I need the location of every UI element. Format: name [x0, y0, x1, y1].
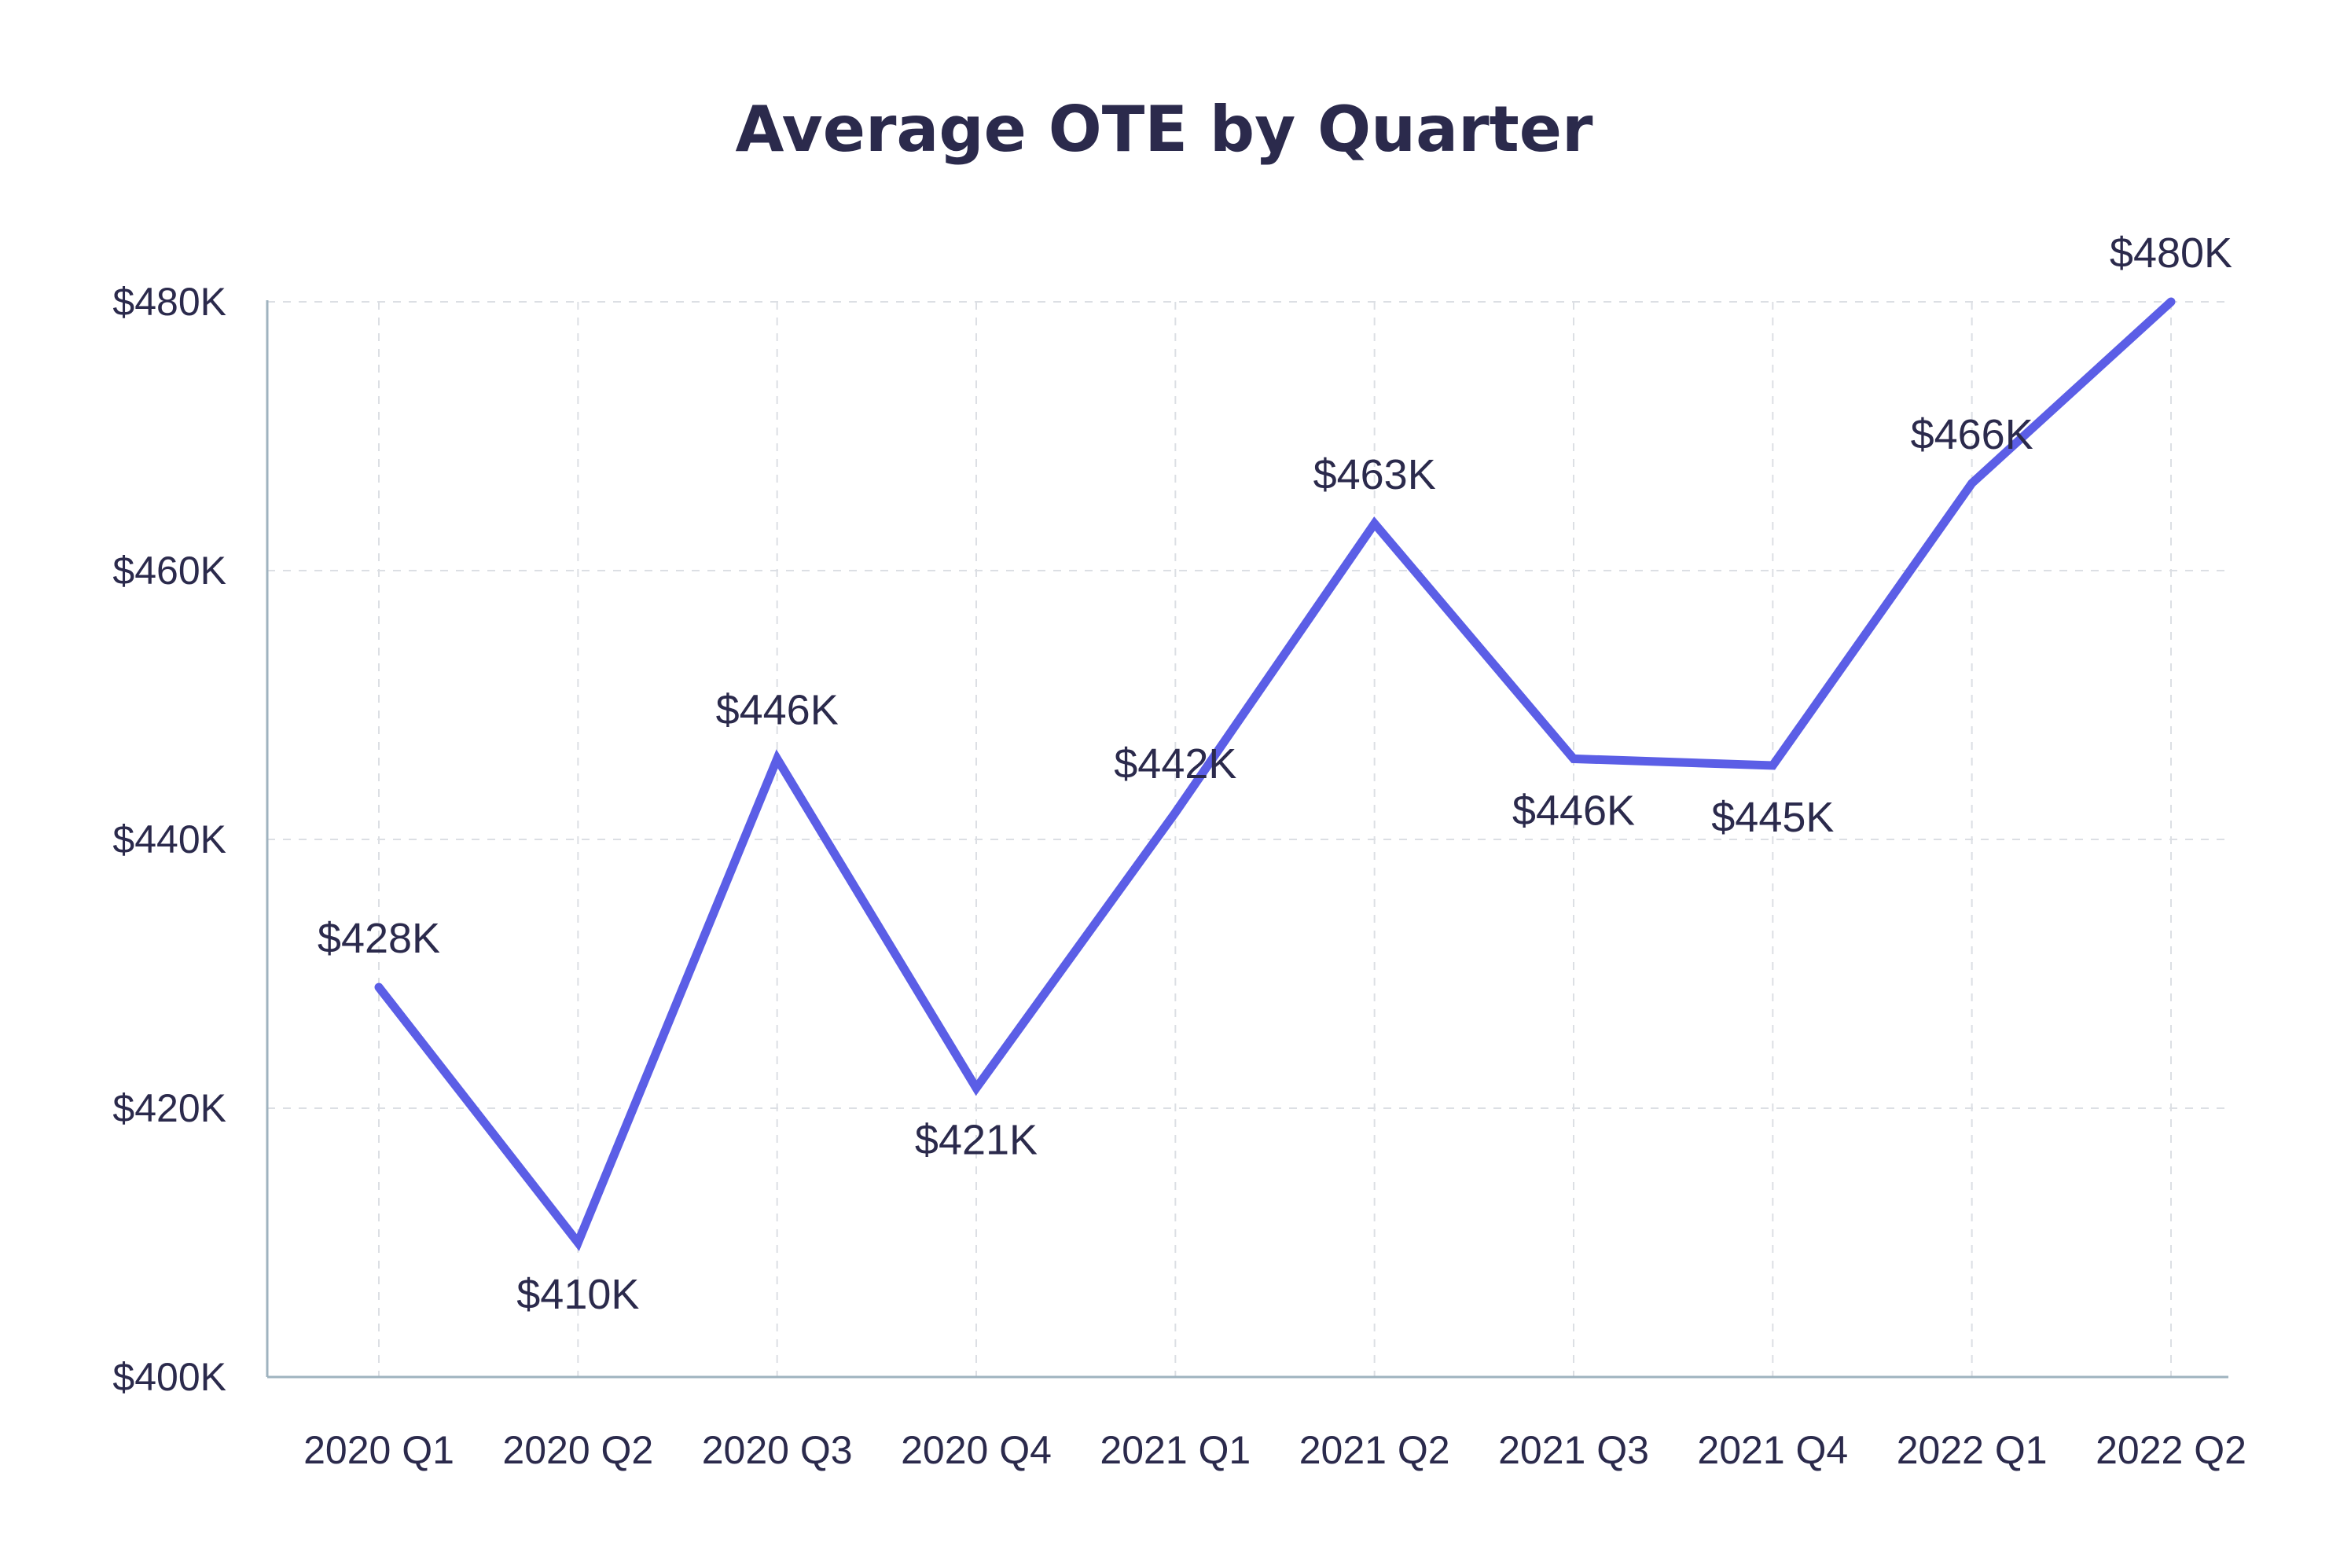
- x-tick-label: 2022 Q2: [2096, 1428, 2246, 1472]
- series-line: [374, 297, 2176, 1251]
- x-tick-labels: 2020 Q1 2020 Q2 2020 Q3 2020 Q4 2021 Q1 2021 …: [303, 1428, 2246, 1472]
- data-point: [378, 986, 380, 989]
- x-tick-label: 2021 Q4: [1697, 1428, 1848, 1472]
- data-point: [1174, 811, 1177, 813]
- data-label: $445K: [1711, 794, 1834, 841]
- y-tick-label: $480K: [112, 280, 226, 324]
- data-point: [975, 1087, 977, 1089]
- data-point: [1772, 764, 1774, 766]
- data-point: [2170, 301, 2172, 303]
- axes: [266, 300, 2228, 1379]
- y-tick-label: $460K: [112, 549, 226, 593]
- x-tick-label: 2020 Q2: [502, 1428, 653, 1472]
- y-tick-label: $440K: [112, 817, 226, 861]
- data-point: [1971, 482, 1973, 484]
- data-label: $480K: [2110, 230, 2232, 277]
- data-label: $466K: [1911, 411, 2033, 458]
- x-tick-label: 2020 Q1: [303, 1428, 454, 1472]
- y-tick-label: $420K: [112, 1086, 226, 1130]
- data-label: $442K: [1114, 740, 1236, 788]
- x-tick-label: 2022 Q1: [1897, 1428, 2048, 1472]
- chart-title: Average OTE by Quarter: [736, 93, 1594, 166]
- data-labels: $428K $410K $446K $421K $442K $463K $446K $445K…: [318, 230, 2232, 1318]
- x-tick-label: 2021 Q1: [1100, 1428, 1251, 1472]
- data-label: $463K: [1313, 451, 1436, 498]
- data-label: $410K: [516, 1271, 639, 1318]
- x-tick-label: 2021 Q2: [1299, 1428, 1450, 1472]
- data-point: [1373, 523, 1376, 525]
- data-point: [776, 758, 778, 760]
- data-point: [577, 1242, 579, 1243]
- x-tick-label: 2021 Q3: [1498, 1428, 1649, 1472]
- data-label: $446K: [1512, 787, 1635, 834]
- data-label: $446K: [716, 686, 839, 733]
- x-tick-label: 2020 Q3: [702, 1428, 853, 1472]
- series-layer: [374, 297, 2176, 1251]
- x-tick-label: 2020 Q4: [901, 1428, 1052, 1472]
- data-point: [1573, 758, 1574, 760]
- y-tick-labels: $400K $420K $440K $460K $480K: [112, 280, 226, 1399]
- grid: [267, 301, 2228, 1377]
- data-label: $428K: [318, 915, 440, 962]
- data-label: $421K: [915, 1116, 1038, 1163]
- y-tick-label: $400K: [112, 1355, 226, 1399]
